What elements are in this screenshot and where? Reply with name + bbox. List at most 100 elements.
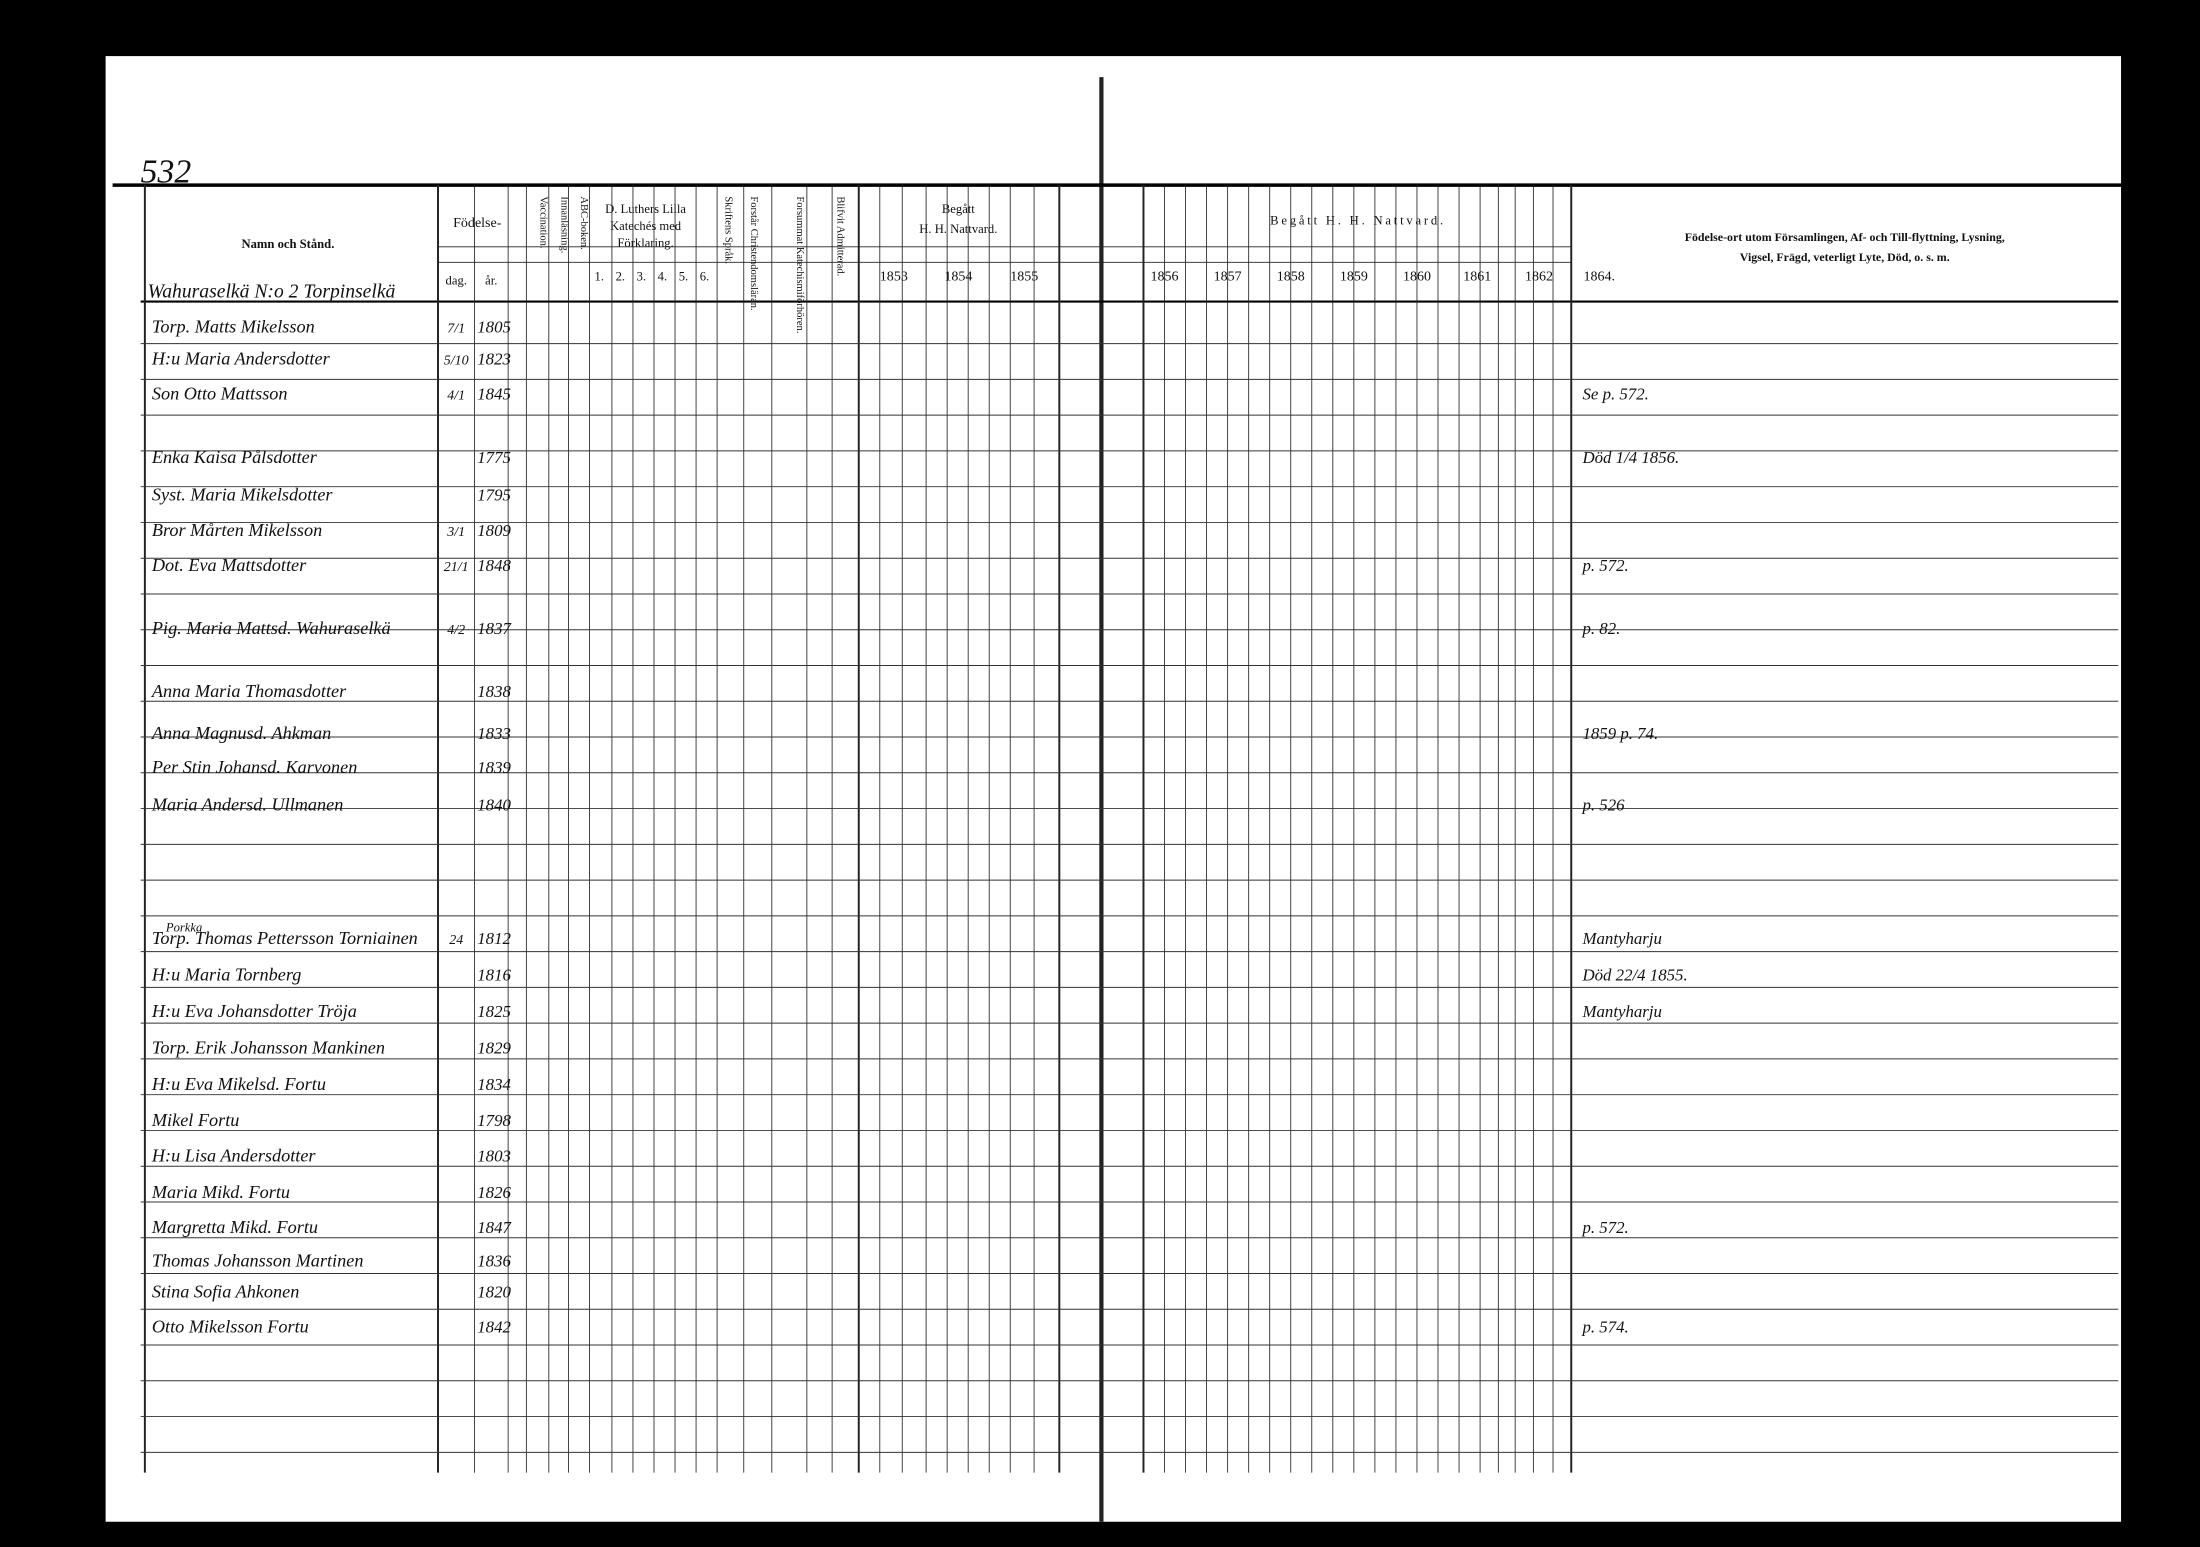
remark: p. 574. xyxy=(1581,1317,1628,1336)
year-heading: 1861 xyxy=(1463,270,1491,285)
birth-day: 3/1 xyxy=(446,525,465,540)
person-name: Dot. Eva Mattsdotter xyxy=(151,555,307,575)
catechism-part: 4. xyxy=(658,270,667,284)
person-name: H:u Lisa Andersdotter xyxy=(151,1145,317,1165)
header-catechism: Katechés med xyxy=(610,219,682,233)
person-name: Per Stin Johansd. Karvonen xyxy=(151,757,357,777)
catechism-part: 6. xyxy=(700,270,709,284)
person-name: Bror Mårten Mikelsson xyxy=(152,520,322,540)
year-heading: 1856 xyxy=(1151,270,1179,285)
farm-name: Wahuraselkä N:o 2 Torpinselkä xyxy=(148,281,396,302)
person-name: Margretta Mikd. Fortu xyxy=(151,1217,318,1237)
birth-year: 1803 xyxy=(477,1146,511,1165)
person-name: Torp. Matts Mikelsson xyxy=(152,316,315,336)
header-remarks: Vigsel, Frägd, veterligt Lyte, Död, o. s… xyxy=(1740,250,1950,264)
header-birth-day: dag. xyxy=(446,274,467,288)
birth-year: 1812 xyxy=(477,929,511,948)
header-name: Namn och Stånd. xyxy=(242,237,335,251)
header-reading: Innanläsning. xyxy=(558,196,569,253)
year-heading: 1860 xyxy=(1403,270,1431,285)
remark: Mantyharju xyxy=(1581,1002,1661,1021)
person-name: Maria Andersd. Ullmanen xyxy=(151,795,343,815)
header-catechism: Förklaring. xyxy=(617,236,673,250)
person-name: Anna Magnusd. Ahkman xyxy=(151,723,331,743)
person-name: Syst. Maria Mikelsdotter xyxy=(152,485,334,505)
birth-day: 21/1 xyxy=(444,560,469,575)
person-name: Stina Sofia Ahkonen xyxy=(152,1281,299,1301)
header-communion: Begått H. H. Nattvard. xyxy=(1270,213,1446,227)
birth-year: 1834 xyxy=(477,1075,511,1094)
birth-year: 1838 xyxy=(477,682,511,701)
remark: p. 572. xyxy=(1581,556,1628,575)
remark: Mantyharju xyxy=(1581,929,1661,948)
year-heading: 1855 xyxy=(1010,270,1038,285)
birth-year: 1837 xyxy=(477,619,511,638)
remark: p. 526 xyxy=(1581,796,1625,815)
page-number: 532 xyxy=(141,153,192,190)
birth-day: 7/1 xyxy=(447,321,465,336)
birth-year: 1826 xyxy=(477,1183,511,1202)
header-remarks: Födelse-ort utom Församlingen, Af- och T… xyxy=(1685,230,2005,244)
birth-year: 1847 xyxy=(477,1218,511,1237)
header-communion: Begått xyxy=(942,202,975,216)
remark: Död 1/4 1856. xyxy=(1581,448,1679,467)
year-heading: 1858 xyxy=(1277,270,1305,285)
header-communion: H. H. Nattvard. xyxy=(919,222,997,236)
birth-year: 1805 xyxy=(477,317,511,336)
catechism-part: 2. xyxy=(616,270,625,284)
person-name: Otto Mikelsson Fortu xyxy=(152,1316,309,1336)
year-heading: 1862 xyxy=(1525,270,1553,285)
birth-year: 1820 xyxy=(477,1282,511,1301)
birth-day: 5/10 xyxy=(444,354,469,369)
birth-year: 1829 xyxy=(477,1038,511,1057)
register-page xyxy=(105,56,2122,1522)
birth-year: 1840 xyxy=(477,796,511,815)
birth-year: 1816 xyxy=(477,965,511,984)
header-birth: Födelse- xyxy=(453,216,502,231)
header-vaccination: Vaccination. xyxy=(537,196,548,248)
catechism-part: 5. xyxy=(679,270,688,284)
header-doctrine: Forstår Christendomsläran. xyxy=(748,196,759,310)
person-name: H:u Eva Mikelsd. Fortu xyxy=(151,1074,326,1094)
birth-day: 24 xyxy=(449,933,463,948)
entries: 1. 2. 3. 4. 5. 6. 1853 1854 1855 1856 1857 1858 1859… xyxy=(148,270,1688,1337)
ruling xyxy=(140,185,2119,1473)
birth-year: 1795 xyxy=(477,486,511,505)
person-name: H:u Maria Tornberg xyxy=(151,964,301,984)
birth-year: 1848 xyxy=(477,556,511,575)
remark: Död 22/4 1855. xyxy=(1581,965,1687,984)
remark: p. 572. xyxy=(1581,1218,1628,1237)
catechism-part: 3. xyxy=(637,270,646,284)
birth-day: 4/1 xyxy=(447,389,465,404)
year-heading: 1854 xyxy=(944,270,972,285)
year-heading: 1853 xyxy=(880,270,908,285)
birth-year: 1825 xyxy=(477,1002,511,1021)
header-birth-year: år. xyxy=(485,274,497,288)
birth-year: 1842 xyxy=(477,1317,511,1336)
year-heading: 1864. xyxy=(1584,270,1616,285)
birth-year: 1833 xyxy=(477,724,511,743)
person-name: Pig. Maria Mattsd. Wahuraselkä xyxy=(151,618,391,638)
remark: Se p. 572. xyxy=(1582,385,1648,404)
person-name: Anna Maria Thomasdotter xyxy=(151,681,347,701)
birth-day: 4/2 xyxy=(447,623,465,638)
person-name: H:u Eva Johansdotter Tröja xyxy=(151,1001,357,1021)
person-name: H:u Maria Andersdotter xyxy=(151,349,331,369)
birth-year: 1798 xyxy=(477,1111,511,1130)
header-admitted: Blifvit Admitterad. xyxy=(835,196,846,276)
person-name: Thomas Johansson Martinen xyxy=(152,1250,364,1270)
farm-name: Porkka xyxy=(165,920,202,934)
person-name: Maria Mikd. Fortu xyxy=(151,1182,290,1202)
birth-year: 1839 xyxy=(477,758,511,777)
person-name: Enka Kaisa Pålsdotter xyxy=(151,447,318,467)
catechism-part: 1. xyxy=(595,270,604,284)
birth-year: 1775 xyxy=(477,448,511,467)
person-name: Torp. Thomas Pettersson Torniainen xyxy=(152,928,418,948)
birth-year: 1836 xyxy=(477,1251,511,1270)
header-missed: Forsummat Katechismiförhören. xyxy=(794,196,805,333)
person-name: Son Otto Mattsson xyxy=(152,384,288,404)
remark: p. 82. xyxy=(1581,619,1620,638)
remark: 1859 p. 74. xyxy=(1582,724,1658,743)
